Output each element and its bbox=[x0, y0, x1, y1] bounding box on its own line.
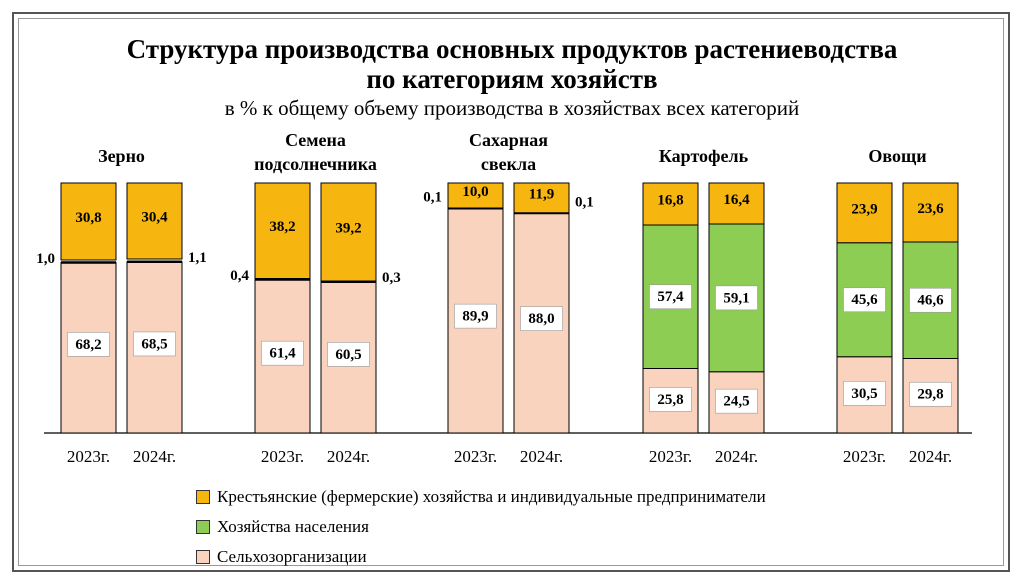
value-label-households-1-1: 0,3 bbox=[382, 270, 401, 286]
category-label-2-line-2: свекла bbox=[481, 154, 536, 174]
chart-title-line-2: по категориям хозяйств bbox=[366, 64, 658, 94]
value-label-households-4-0-box bbox=[843, 287, 886, 313]
year-label-4-1: 2024г. bbox=[909, 447, 952, 466]
value-label-agro-orgs-0-0-box bbox=[67, 332, 110, 357]
legend-item-households: Хозяйства населения bbox=[196, 512, 766, 542]
bar-farmers-0-1 bbox=[126, 182, 183, 260]
year-label-4-0: 2023г. bbox=[843, 447, 886, 466]
value-label-households-3-0: 57,4 bbox=[657, 289, 684, 305]
category-label-1-line-1: Семена bbox=[285, 130, 346, 150]
value-label-farmers-3-0: 16,8 bbox=[657, 192, 683, 208]
year-label-2-1: 2024г. bbox=[520, 447, 563, 466]
year-label-0-0: 2023г. bbox=[67, 447, 110, 466]
value-label-households-0-0: 1,0 bbox=[36, 251, 55, 267]
value-label-farmers-4-1: 23,6 bbox=[917, 201, 944, 217]
value-label-agro-orgs-0-0: 68,2 bbox=[75, 337, 101, 353]
bar-farmers-1-1 bbox=[320, 182, 377, 282]
value-label-households-3-1: 59,1 bbox=[723, 290, 749, 306]
value-label-households-4-0: 45,6 bbox=[851, 292, 878, 308]
value-label-agro-orgs-0-1-box bbox=[133, 331, 176, 357]
value-label-farmers-0-1: 30,4 bbox=[141, 209, 168, 225]
legend-swatch-agro-orgs bbox=[196, 550, 210, 564]
value-label-households-3-0-box bbox=[649, 284, 692, 310]
value-label-agro-orgs-2-0-box bbox=[454, 303, 497, 329]
value-label-agro-orgs-3-0-box bbox=[649, 387, 692, 412]
value-label-households-1-0: 0,4 bbox=[230, 268, 249, 284]
legend-item-agro-orgs: Сельхозорганизации bbox=[196, 542, 766, 572]
value-label-agro-orgs-4-0-box bbox=[843, 381, 886, 406]
legend-swatch-households bbox=[196, 520, 210, 534]
value-label-farmers-3-1: 16,4 bbox=[723, 192, 750, 208]
year-label-3-1: 2024г. bbox=[715, 447, 758, 466]
bar-farmers-4-0 bbox=[836, 182, 893, 244]
legend: Крестьянские (фермерские) хозяйства и ин… bbox=[196, 482, 766, 572]
value-label-households-2-0: 0,1 bbox=[423, 190, 442, 206]
category-label-3: Картофель bbox=[659, 146, 749, 166]
value-label-agro-orgs-4-1-box bbox=[909, 381, 952, 407]
year-label-2-0: 2023г. bbox=[454, 447, 497, 466]
year-label-3-0: 2023г. bbox=[649, 447, 692, 466]
value-label-agro-orgs-3-1: 24,5 bbox=[723, 394, 749, 410]
value-label-agro-orgs-2-0: 89,9 bbox=[462, 309, 488, 325]
bar-farmers-4-1 bbox=[902, 182, 959, 243]
value-label-households-4-1-box bbox=[909, 287, 952, 313]
category-label-1-line-2: подсолнечника bbox=[254, 154, 377, 174]
value-label-households-4-1: 46,6 bbox=[917, 293, 944, 309]
bar-farmers-3-0 bbox=[642, 182, 699, 226]
bar-farmers-1-0 bbox=[254, 182, 311, 279]
legend-item-farmers: Крестьянские (фермерские) хозяйства и ин… bbox=[196, 482, 766, 512]
value-label-households-2-1: 0,1 bbox=[575, 194, 594, 210]
bar-farmers-2-0 bbox=[447, 182, 504, 209]
value-label-farmers-0-0: 30,8 bbox=[75, 210, 101, 226]
value-label-farmers-1-0: 38,2 bbox=[269, 219, 295, 235]
value-label-agro-orgs-2-1: 88,0 bbox=[528, 311, 554, 327]
value-label-agro-orgs-2-1-box bbox=[520, 306, 563, 331]
legend-label-agro-orgs: Сельхозорганизации bbox=[217, 547, 367, 566]
value-label-agro-orgs-3-1-box bbox=[715, 388, 758, 414]
value-label-agro-orgs-1-0-box bbox=[261, 340, 304, 366]
value-label-agro-orgs-1-1: 60,5 bbox=[335, 347, 361, 363]
legend-label-households: Хозяйства населения bbox=[217, 517, 369, 536]
value-label-agro-orgs-3-0: 25,8 bbox=[657, 392, 683, 408]
value-label-households-0-1: 1,1 bbox=[188, 250, 207, 266]
year-label-1-1: 2024г. bbox=[327, 447, 370, 466]
value-label-agro-orgs-4-1: 29,8 bbox=[917, 387, 943, 403]
value-label-households-3-1-box bbox=[715, 285, 758, 311]
value-label-farmers-1-1: 39,2 bbox=[335, 220, 361, 236]
bar-farmers-3-1 bbox=[708, 182, 765, 225]
chart-title-line-1: Структура производства основных продукто… bbox=[126, 34, 898, 64]
category-label-0: Зерно bbox=[98, 146, 145, 166]
value-label-farmers-2-1: 11,9 bbox=[529, 186, 554, 202]
value-label-agro-orgs-1-0: 61,4 bbox=[269, 346, 296, 362]
category-label-2-line-1: Сахарная bbox=[469, 130, 548, 150]
bar-farmers-2-1 bbox=[513, 182, 570, 214]
value-label-agro-orgs-1-1-box bbox=[327, 342, 370, 367]
legend-label-farmers: Крестьянские (фермерские) хозяйства и ин… bbox=[217, 487, 766, 506]
legend-swatch-farmers bbox=[196, 490, 210, 504]
value-label-agro-orgs-4-0: 30,5 bbox=[851, 386, 877, 402]
bar-farmers-0-0 bbox=[60, 182, 117, 261]
chart-frame-inner bbox=[18, 18, 1004, 566]
chart-subtitle: в % к общему объему производства в хозяй… bbox=[224, 96, 800, 120]
year-label-1-0: 2023г. bbox=[261, 447, 304, 466]
value-label-farmers-2-0: 10,0 bbox=[462, 184, 488, 200]
value-label-farmers-4-0: 23,9 bbox=[851, 201, 877, 217]
year-label-0-1: 2024г. bbox=[133, 447, 176, 466]
value-label-agro-orgs-0-1: 68,5 bbox=[141, 336, 167, 352]
category-label-4: Овощи bbox=[868, 146, 926, 166]
